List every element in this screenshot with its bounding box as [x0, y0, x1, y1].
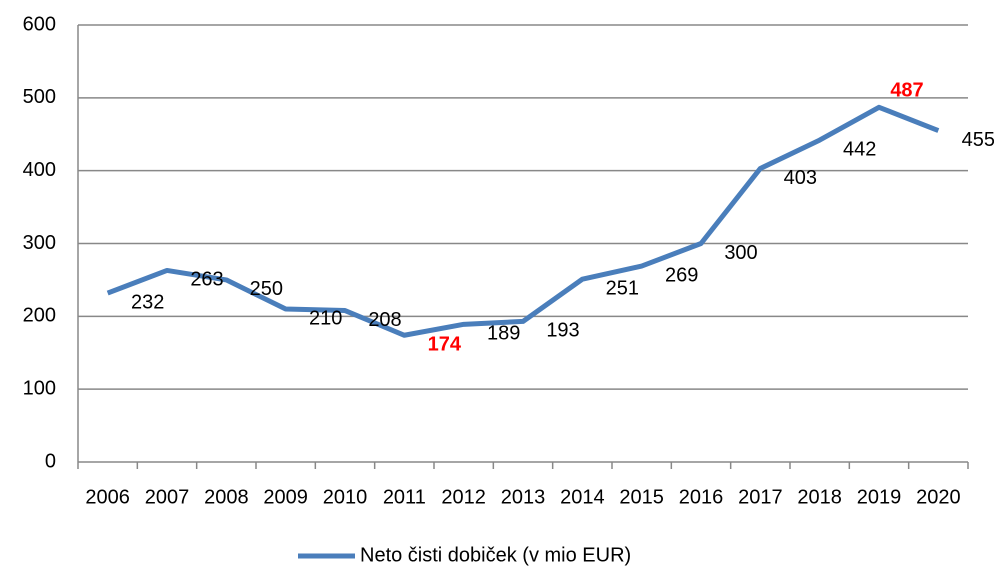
data-label: 193 [546, 320, 579, 342]
x-tick-label: 2007 [145, 486, 190, 508]
data-label: 189 [487, 323, 520, 345]
y-tick-label: 100 [23, 377, 56, 399]
data-label: 210 [309, 307, 342, 329]
data-label: 208 [368, 309, 401, 331]
data-label: 174 [428, 334, 462, 356]
x-tick-label: 2008 [204, 486, 249, 508]
x-tick-label: 2012 [441, 486, 486, 508]
data-label: 251 [606, 277, 639, 299]
x-tick-label: 2006 [85, 486, 130, 508]
x-tick-label: 2014 [560, 486, 605, 508]
y-tick-label: 0 [45, 450, 56, 472]
x-tick-label: 2019 [857, 486, 902, 508]
data-label: 269 [665, 264, 698, 286]
data-label: 487 [890, 80, 923, 102]
y-tick-label: 500 [23, 86, 56, 108]
x-tick-label: 2009 [263, 486, 308, 508]
y-tick-label: 300 [23, 232, 56, 254]
x-tick-label: 2020 [916, 486, 961, 508]
data-label: 442 [843, 138, 876, 160]
x-tick-label: 2013 [501, 486, 546, 508]
x-tick-label: 2018 [797, 486, 842, 508]
y-tick-label: 600 [23, 13, 56, 35]
y-tick-label: 400 [23, 159, 56, 181]
data-label: 300 [724, 242, 757, 264]
data-label: 232 [131, 291, 164, 313]
x-tick-label: 2017 [738, 486, 783, 508]
x-tick-label: 2015 [619, 486, 664, 508]
x-tick-label: 2011 [383, 486, 426, 508]
x-tick-label: 2010 [323, 486, 368, 508]
data-label: 403 [784, 167, 817, 189]
y-tick-label: 200 [23, 305, 56, 327]
x-tick-label: 2016 [679, 486, 724, 508]
data-line [106, 104, 940, 338]
data-label: 250 [250, 278, 283, 300]
data-label: 263 [190, 269, 223, 291]
legend-label: Neto čisti dobiček (v mio EUR) [360, 544, 631, 566]
data-label: 455 [962, 129, 994, 151]
